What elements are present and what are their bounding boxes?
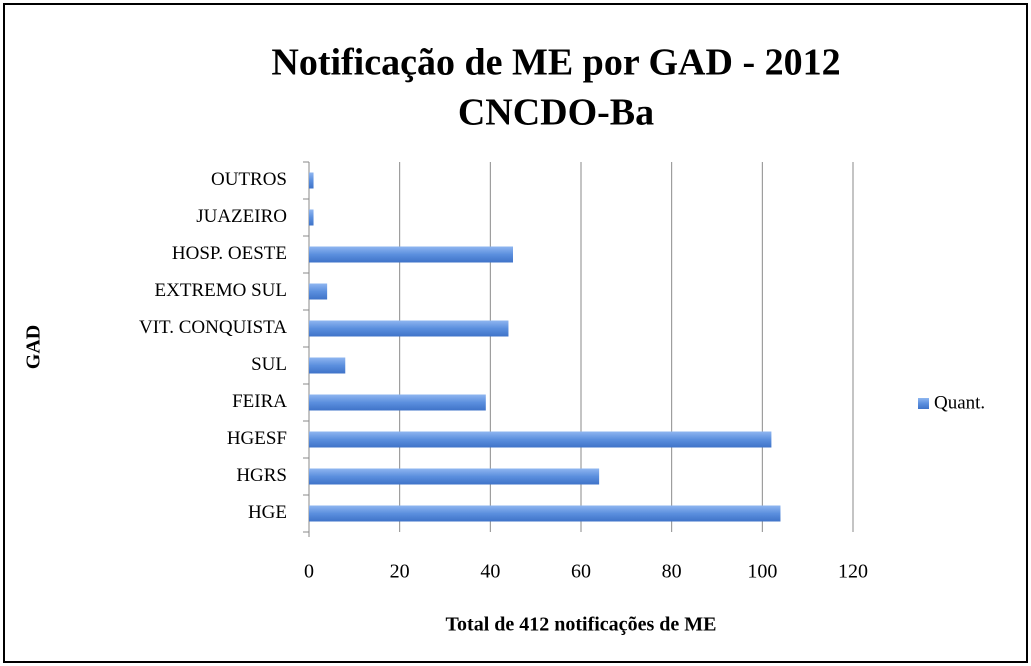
- x-tick-label: 80: [662, 561, 682, 583]
- legend-label: Quant.: [934, 392, 985, 413]
- x-tick-label: 120: [838, 561, 868, 583]
- bar: [309, 468, 600, 485]
- y-tick-label: OUTROS: [211, 169, 287, 190]
- y-tick-label: VIT. CONQUISTA: [139, 317, 287, 338]
- y-tick-label: HGE: [248, 502, 287, 523]
- bar: [309, 394, 486, 411]
- bar: [309, 209, 314, 226]
- x-tick-label: 60: [571, 561, 591, 583]
- x-tick-label: 20: [390, 561, 410, 583]
- bar: [309, 172, 314, 189]
- x-tick-label: 0: [304, 561, 314, 583]
- y-tick-label: HGESF: [227, 428, 287, 449]
- bar: [309, 246, 513, 263]
- bar: [309, 357, 346, 374]
- y-tick-label: JUAZEIRO: [196, 206, 287, 227]
- y-tick-label: HGRS: [236, 465, 287, 486]
- y-axis-label: GAD: [23, 325, 45, 369]
- y-tick-label: FEIRA: [232, 391, 287, 412]
- x-axis-label: Total de 412 notificações de ME: [446, 614, 717, 636]
- chart-subtitle: CNCDO-Ba: [458, 92, 654, 134]
- chart-title: Notificação de ME por GAD - 2012: [271, 42, 840, 84]
- x-tick-label: 40: [480, 561, 500, 583]
- y-tick-label: EXTREMO SUL: [155, 280, 287, 301]
- x-tick-label: 100: [747, 561, 777, 583]
- y-tick-label: SUL: [251, 354, 287, 375]
- frame: [3, 3, 1028, 663]
- bar: [309, 320, 509, 337]
- bar: [309, 505, 781, 522]
- legend-swatch: [918, 398, 929, 409]
- y-tick-label: HOSP. OESTE: [172, 243, 287, 264]
- bar: [309, 431, 772, 448]
- bar: [309, 283, 328, 300]
